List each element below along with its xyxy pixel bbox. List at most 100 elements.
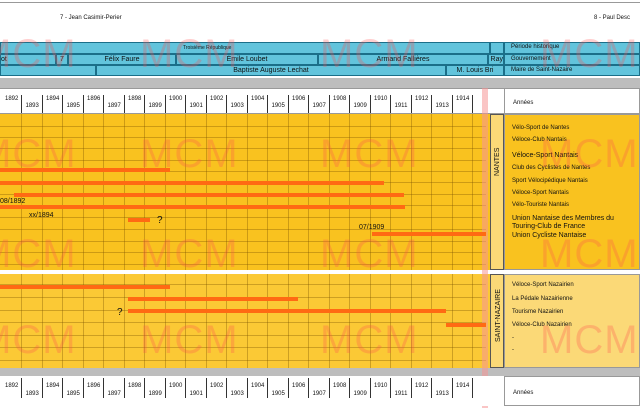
- grid-vline-nantes-4: [103, 114, 104, 270]
- top-border: [0, 2, 640, 3]
- top-year-1902: 1902: [210, 96, 224, 102]
- grid-vline-nazaire-9: [205, 274, 207, 368]
- top-tick-1893: [41, 95, 43, 113]
- bottom-tick-1908: [349, 378, 350, 398]
- top-tick-1909: [369, 95, 371, 113]
- bottom-tick-1907: [328, 378, 330, 398]
- bar-sport-veloci: [14, 193, 404, 197]
- bottom-year-1906: 1906: [292, 383, 306, 389]
- nazaire-clubs-panel: [504, 274, 640, 368]
- grid-vline-nazaire-7: [164, 274, 166, 368]
- bottom-year-1893: 1893: [25, 391, 39, 397]
- top-tick-1894: [62, 95, 63, 113]
- bottom-year-1896: 1896: [87, 383, 101, 389]
- grid-vline-nantes-21: [451, 114, 453, 270]
- top-tick-1913: [451, 95, 453, 113]
- top-year-1897: 1897: [107, 103, 121, 109]
- grid-hline-nazaire-6: [0, 360, 486, 361]
- club-nantes-3: Club des Cyclistes de Nantes: [512, 165, 591, 171]
- club-nazaire-1: La Pédale Nazairienne: [512, 296, 573, 302]
- top-year-1910: 1910: [374, 96, 388, 102]
- club-nantes-8: Union Cycliste Nantaise: [512, 232, 587, 239]
- top-tick-1906: [308, 95, 309, 113]
- top-tick-1901: [205, 95, 207, 113]
- gov-cell-0: ot: [0, 54, 56, 65]
- president-label-right: 8 - Paul Desc: [594, 15, 631, 21]
- grid-hline-nantes-1: [0, 137, 486, 138]
- top-year-1904: 1904: [251, 96, 265, 102]
- top-year-1893: 1893: [25, 103, 39, 109]
- top-year-1900: 1900: [169, 96, 183, 102]
- annees-label-bottom: Années: [504, 376, 640, 406]
- bottom-tick-1897: [123, 378, 125, 398]
- grid-vline-nantes-15: [328, 114, 330, 270]
- grid-vline-nantes-1: [41, 114, 43, 270]
- bottom-tick-1912: [431, 378, 432, 398]
- grid-hline-nantes-8: [0, 217, 486, 218]
- top-year-1912: 1912: [415, 96, 429, 102]
- grid-vline-nantes-18: [390, 114, 391, 270]
- maire-cell-1: M. Louis Bri: [446, 65, 504, 76]
- top-tick-1910: [390, 95, 391, 113]
- bottom-year-1912: 1912: [415, 383, 429, 389]
- grid-hline-nantes-9: [0, 229, 486, 230]
- club-nazaire-3: Véloce-Club Nazairien: [512, 322, 572, 328]
- grid-vline-nazaire-1: [41, 274, 43, 368]
- gouvernement-label: Gouvernement: [504, 54, 640, 65]
- top-year-1909: 1909: [353, 103, 367, 109]
- top-year-1906: 1906: [292, 96, 306, 102]
- grid-vline-nazaire-2: [62, 274, 63, 368]
- grid-vline-nantes-8: [185, 114, 186, 270]
- nantes-region-cell: [490, 114, 504, 270]
- grid-vline-nazaire-17: [369, 274, 371, 368]
- grid-hline-nantes-10: [0, 241, 486, 242]
- gov-cell-1: 7: [56, 54, 68, 65]
- grid-vline-nantes-7: [164, 114, 166, 270]
- grid-hline-nazaire-5: [0, 347, 486, 348]
- club-nazaire-0: Véloce-Sport Nazairien: [512, 282, 574, 288]
- club-nantes-2: Véloce-Sport Nantais: [512, 152, 579, 159]
- grid-vline-nazaire-5: [123, 274, 125, 368]
- periode-main-cell: Troisième République: [0, 42, 490, 54]
- top-year-1913: 1913: [435, 103, 449, 109]
- grid-vline-nazaire-11: [246, 274, 248, 368]
- top-year-1903: 1903: [230, 103, 244, 109]
- club-nantes-4: Sport Vélocipédique Nantais: [512, 178, 588, 184]
- bottom-tick-1905: [287, 378, 289, 398]
- bottom-tick-1913: [451, 378, 453, 398]
- bottom-year-1899: 1899: [148, 391, 162, 397]
- grid-vline-nazaire-20: [431, 274, 432, 368]
- grid-vline-nantes-5: [123, 114, 125, 270]
- club-nantes-5: Véloce-Sport Nantais: [512, 190, 569, 196]
- today-line: [482, 88, 488, 408]
- grid-vline-nazaire-4: [103, 274, 104, 368]
- bar-xx1894: [128, 218, 150, 222]
- bar-tourisme: [128, 309, 446, 313]
- bottom-year-1907: 1907: [312, 391, 326, 397]
- bottom-tick-1911: [410, 378, 412, 398]
- nantes-region-label: NANTES: [494, 147, 501, 176]
- bottom-tick-1895: [82, 378, 84, 398]
- bottom-year-1909: 1909: [353, 391, 367, 397]
- bottom-year-1903: 1903: [230, 391, 244, 397]
- nazaire-chart-bg: [0, 274, 490, 368]
- bottom-year-1905: 1905: [271, 391, 285, 397]
- bottom-year-1898: 1898: [128, 383, 142, 389]
- grid-vline-nantes-11: [246, 114, 248, 270]
- grid-vline-nantes-12: [267, 114, 268, 270]
- top-year-1895: 1895: [66, 103, 80, 109]
- bottom-tick-1902: [226, 378, 227, 398]
- top-year-1908: 1908: [333, 96, 347, 102]
- grid-vline-nantes-6: [144, 114, 145, 270]
- president-label-left: 7 - Jean Casimir-Perier: [60, 15, 122, 21]
- maire-spacer: [0, 65, 96, 76]
- top-tick-1899: [164, 95, 166, 113]
- grid-hline-nantes-4: [0, 171, 486, 172]
- annees-label-top: Années: [504, 88, 640, 114]
- grid-vline-nazaire-16: [349, 274, 350, 368]
- top-year-1898: 1898: [128, 96, 142, 102]
- bottom-year-1913: 1913: [435, 391, 449, 397]
- club-nazaire-2: Tourisme Nazairien: [512, 309, 564, 315]
- top-year-1911: 1911: [394, 103, 408, 109]
- bottom-tick-1910: [390, 378, 391, 398]
